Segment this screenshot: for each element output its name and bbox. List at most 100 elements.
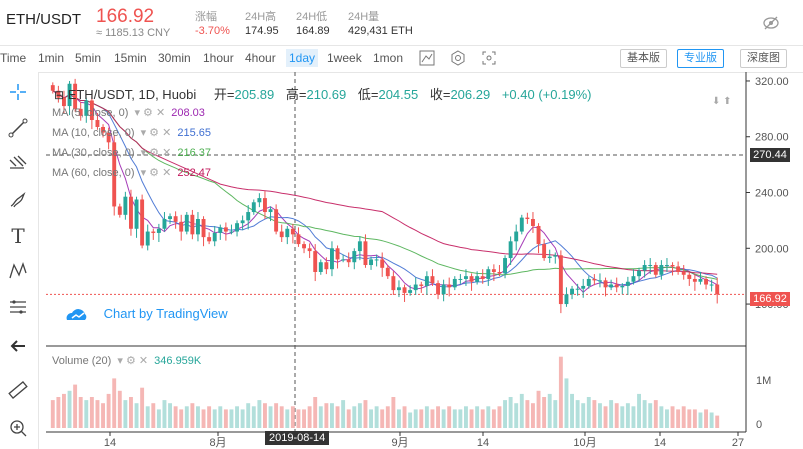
- candle-body: [475, 276, 480, 282]
- tf-15min[interactable]: 15min: [114, 51, 147, 65]
- fib-tool-icon[interactable]: [6, 154, 30, 176]
- ma5-legend[interactable]: MA (5, close, 0) ▾ ⚙ ✕ 208.03: [52, 106, 205, 119]
- tf-30min[interactable]: 30min: [158, 51, 191, 65]
- volume-bar: [268, 406, 273, 428]
- back-arrow-icon[interactable]: [6, 336, 30, 358]
- candle-body: [564, 294, 569, 305]
- stat-volume-value: 429,431 ETH: [348, 25, 413, 37]
- candle-body: [469, 276, 474, 282]
- crosshair-icon[interactable]: [6, 82, 30, 104]
- candle-body: [480, 276, 485, 279]
- settings-gear-icon[interactable]: [449, 50, 467, 68]
- collapse-icon[interactable]: ⊟: [54, 88, 65, 102]
- volume-bar: [330, 403, 334, 428]
- chart-type-icon[interactable]: [418, 50, 436, 68]
- candle-body: [514, 231, 519, 242]
- volume-bar: [491, 409, 496, 428]
- volume-legend[interactable]: Volume (20) ▾ ⚙ ✕ 346.959K: [52, 354, 201, 367]
- ma60-settings-icon[interactable]: ▾ ⚙ ✕: [140, 167, 172, 179]
- ruler-icon[interactable]: [6, 380, 30, 402]
- candle-body: [536, 225, 541, 245]
- zoom-in-icon[interactable]: [6, 418, 30, 440]
- measure-tool-icon[interactable]: [6, 297, 30, 319]
- tradingview-watermark[interactable]: Chart by TradingView: [64, 306, 228, 324]
- tf-1hour[interactable]: 1hour: [203, 51, 234, 65]
- volume-bar: [240, 409, 245, 428]
- volume-bar: [631, 406, 636, 428]
- tf-1day[interactable]: 1day: [286, 49, 319, 67]
- candle-body: [279, 231, 284, 238]
- pattern-tool-icon[interactable]: [6, 261, 30, 283]
- candle-body: [73, 83, 78, 109]
- volume-bar: [458, 409, 463, 428]
- volume-bar: [89, 397, 94, 428]
- ma5-settings-icon[interactable]: ▾ ⚙ ✕: [134, 107, 166, 119]
- volume-bar: [335, 406, 340, 428]
- stat-change-value: -3.70%: [195, 25, 230, 37]
- hide-eye-icon[interactable]: [762, 14, 780, 32]
- volume-bar: [223, 409, 228, 428]
- candle-body: [290, 228, 295, 235]
- low-value: 204.55: [378, 87, 419, 102]
- chart-symbol-label: ETH/USDT, 1D, Huobi: [67, 87, 197, 102]
- candle-body: [491, 269, 496, 272]
- ma30-legend[interactable]: MA (30, close, 0) ▾ ⚙ ✕ 216.37: [52, 146, 211, 159]
- volume-bar: [246, 403, 251, 428]
- tf-5min[interactable]: 5min: [75, 51, 102, 65]
- candle-body: [531, 219, 535, 226]
- candle-body: [676, 266, 681, 272]
- volume-bar: [285, 409, 290, 428]
- volume-bar: [531, 403, 535, 428]
- ma10-settings-icon[interactable]: ▾ ⚙ ✕: [140, 127, 172, 139]
- symbol-title[interactable]: ETH/USDT: [6, 11, 81, 28]
- volume-tick-label: 0: [756, 419, 762, 431]
- depth-chart-button[interactable]: 深度图: [740, 49, 787, 68]
- candle-body: [246, 212, 251, 221]
- candle-body: [625, 281, 630, 286]
- volume-bar: [564, 378, 569, 428]
- candle-body: [335, 248, 340, 260]
- ma60-label: MA (60, close, 0): [52, 167, 135, 179]
- candle-body: [486, 269, 491, 279]
- tf-4hour[interactable]: 4hour: [245, 51, 276, 65]
- candle-body: [692, 278, 697, 282]
- candle-body: [553, 255, 558, 257]
- volume-bar: [106, 393, 111, 428]
- time-tick-label: 27: [732, 437, 744, 449]
- tf-1min[interactable]: 1min: [38, 51, 65, 65]
- candle-body: [503, 258, 507, 274]
- candle-body: [659, 265, 664, 275]
- volume-bar: [279, 406, 284, 428]
- volume-bar: [464, 406, 468, 428]
- ma30-settings-icon[interactable]: ▾ ⚙ ✕: [140, 147, 172, 159]
- candle-body: [447, 284, 452, 288]
- candle-body: [464, 276, 468, 279]
- volume-bar: [95, 400, 100, 428]
- tf-1week[interactable]: 1week: [327, 51, 362, 65]
- price-tick-label: 320.00: [755, 76, 789, 88]
- trend-line-icon[interactable]: [6, 118, 30, 140]
- close-label: 收=: [429, 87, 451, 102]
- fullscreen-icon[interactable]: [480, 50, 498, 68]
- brush-icon[interactable]: [6, 190, 30, 212]
- volume-bar: [374, 406, 379, 428]
- ma60-legend[interactable]: MA (60, close, 0) ▾ ⚙ ✕ 252.47: [52, 166, 211, 179]
- basic-view-button[interactable]: 基本版: [620, 49, 667, 68]
- ma10-legend[interactable]: MA (10, close, 0) ▾ ⚙ ✕ 215.65: [52, 126, 211, 139]
- text-tool-icon[interactable]: T: [11, 224, 25, 248]
- pro-view-button[interactable]: 专业版: [677, 49, 724, 68]
- volume-bar: [201, 409, 206, 428]
- volume-bar: [475, 406, 480, 428]
- tf-1mon[interactable]: 1mon: [373, 51, 404, 65]
- close-value: 206.29: [450, 87, 491, 102]
- scale-arrows-icon[interactable]: ⬇ ⬆: [712, 96, 732, 107]
- volume-bar: [156, 409, 161, 428]
- volume-bar: [676, 409, 681, 428]
- volume-bar: [436, 406, 440, 428]
- candle-body: [151, 231, 156, 233]
- tf-time[interactable]: Time: [0, 51, 27, 65]
- volume-settings-icon[interactable]: ▾ ⚙ ✕: [117, 355, 149, 367]
- volume-bar: [665, 409, 669, 428]
- candle-body: [547, 256, 552, 259]
